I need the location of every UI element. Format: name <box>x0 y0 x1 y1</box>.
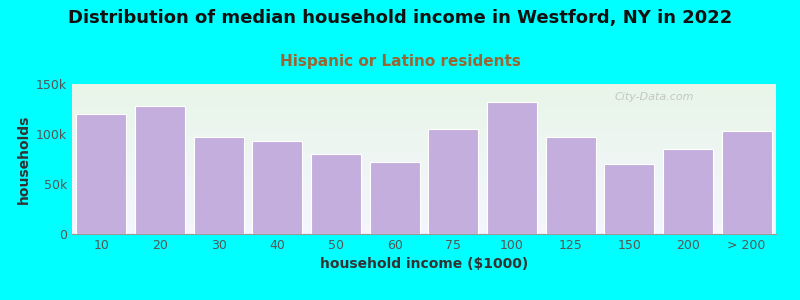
Text: Distribution of median household income in Westford, NY in 2022: Distribution of median household income … <box>68 9 732 27</box>
Bar <box>663 149 713 234</box>
Bar <box>429 129 478 234</box>
Text: City-Data.com: City-Data.com <box>614 92 694 101</box>
Bar <box>77 114 126 234</box>
Bar <box>311 154 361 234</box>
Y-axis label: households: households <box>17 114 30 204</box>
Bar <box>605 164 654 234</box>
Bar <box>194 137 243 234</box>
Bar <box>370 162 419 234</box>
Bar <box>487 102 537 234</box>
X-axis label: household income ($1000): household income ($1000) <box>320 257 528 272</box>
Bar <box>546 137 595 234</box>
Bar <box>722 131 771 234</box>
Text: Hispanic or Latino residents: Hispanic or Latino residents <box>279 54 521 69</box>
Bar <box>253 141 302 234</box>
Bar <box>135 106 185 234</box>
